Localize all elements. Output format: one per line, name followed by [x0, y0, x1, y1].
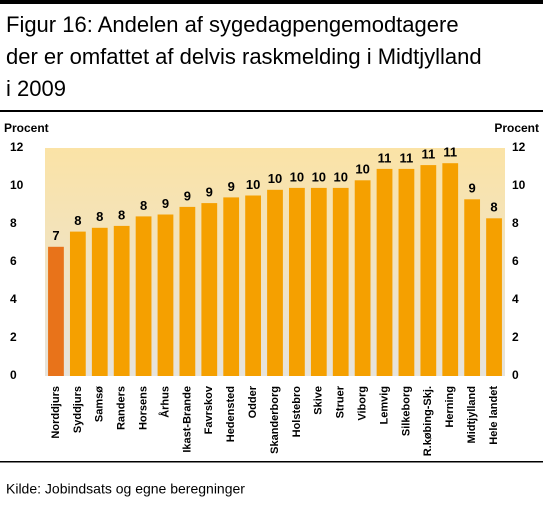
value-label: 9 — [184, 188, 191, 203]
y2-axis-label: Procent — [494, 121, 539, 135]
bar — [398, 168, 415, 376]
x-tick-label: Herning — [444, 386, 456, 428]
bar — [420, 165, 437, 376]
y2-tick-label: 8 — [512, 216, 519, 230]
value-label: 10 — [333, 169, 347, 184]
y2-tick-label: 10 — [512, 178, 526, 192]
bar — [201, 203, 218, 376]
x-tick-label: Skanderborg — [269, 386, 281, 454]
bar — [486, 218, 502, 376]
bar — [267, 189, 283, 376]
y2-tick-label: 6 — [512, 254, 519, 268]
value-label: 8 — [140, 198, 147, 213]
bar — [289, 187, 305, 376]
y-tick-label: 6 — [10, 254, 17, 268]
value-label: 9 — [162, 196, 169, 211]
x-tick-label: Silkeborg — [400, 386, 412, 436]
x-tick-label: Randers — [116, 386, 128, 430]
y2-tick-label: 4 — [512, 292, 519, 306]
value-label: 8 — [74, 213, 81, 228]
bar — [332, 187, 349, 376]
value-label: 7 — [52, 228, 59, 243]
title-line: i 2009 — [6, 76, 66, 101]
source: Kilde: Jobindsats og egne beregninger — [6, 481, 245, 497]
title-rule — [0, 110, 543, 112]
bar — [376, 168, 393, 376]
value-label: 9 — [228, 179, 235, 194]
y2-tick-label: 12 — [512, 140, 526, 154]
bar — [310, 187, 327, 376]
title-line: der er omfattet af delvis raskmelding i … — [6, 44, 482, 69]
value-label: 9 — [206, 185, 213, 200]
value-label: 10 — [268, 171, 282, 186]
x-tick-label: Syddjurs — [72, 386, 84, 433]
y-tick-label: 10 — [10, 178, 24, 192]
bar — [354, 180, 371, 376]
y2-tick-label: 2 — [512, 330, 519, 344]
bar — [245, 195, 261, 376]
y-tick-label: 12 — [10, 140, 24, 154]
y-tick-label: 8 — [10, 216, 17, 230]
bar — [223, 197, 240, 376]
x-tick-label: Viborg — [357, 386, 369, 421]
bar — [135, 216, 152, 376]
x-tick-label: Midtjylland — [466, 386, 478, 443]
y-tick-label: 0 — [10, 368, 17, 382]
y-tick-label: 4 — [10, 292, 17, 306]
value-label: 10 — [312, 169, 326, 184]
bar — [69, 231, 86, 376]
value-label: 11 — [443, 145, 457, 160]
bar — [113, 225, 130, 376]
value-label: 9 — [469, 181, 476, 196]
x-tick-label: Hedensted — [225, 386, 237, 442]
y2-tick-label: 0 — [512, 368, 519, 382]
value-label: 10 — [246, 177, 260, 192]
bar — [442, 163, 459, 376]
value-label: 10 — [290, 169, 304, 184]
value-label: 11 — [378, 150, 392, 165]
y-tick-label: 2 — [10, 330, 17, 344]
value-label: 8 — [118, 207, 125, 222]
bar — [91, 227, 108, 376]
top-rule — [0, 0, 543, 4]
y-axis-label: Procent — [4, 121, 49, 135]
value-label: 8 — [96, 209, 103, 224]
bar — [179, 206, 196, 376]
x-tick-label: Holstebro — [291, 386, 303, 438]
x-tick-label: Odder — [247, 385, 259, 418]
bar — [157, 214, 174, 376]
x-tick-label: Hele landet — [488, 386, 500, 445]
x-tick-label: Norddjurs — [50, 386, 62, 439]
x-tick-label: Århus — [158, 386, 171, 418]
x-tick-label: Skive — [313, 386, 325, 415]
x-tick-label: R.købing-Skj. — [422, 386, 434, 456]
x-tick-label: Favrskov — [203, 385, 215, 434]
x-tick-label: Lemvig — [378, 386, 390, 425]
x-tick-label: Samsø — [94, 386, 106, 422]
value-label: 11 — [400, 150, 414, 165]
value-label: 10 — [355, 162, 369, 177]
source-rule — [0, 461, 543, 463]
x-tick-label: Horsens — [137, 386, 149, 430]
title-line: Figur 16: Andelen af sygedagpengemodtage… — [6, 12, 459, 37]
bar — [48, 246, 64, 376]
x-tick-label: Ikast-Brande — [181, 386, 193, 453]
x-tick-label: Struer — [335, 385, 347, 418]
value-label: 11 — [421, 147, 435, 162]
value-label: 8 — [490, 200, 497, 215]
bar — [464, 199, 481, 376]
